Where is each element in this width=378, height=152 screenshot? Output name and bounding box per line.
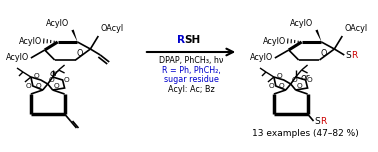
Text: O: O bbox=[279, 83, 285, 89]
Text: S: S bbox=[314, 116, 320, 126]
Text: O: O bbox=[269, 83, 275, 89]
Text: AcylO: AcylO bbox=[262, 36, 286, 45]
Text: AcylO: AcylO bbox=[6, 54, 29, 62]
Text: SH: SH bbox=[184, 35, 201, 45]
Text: O: O bbox=[54, 83, 59, 89]
Polygon shape bbox=[71, 29, 77, 42]
Text: R = Ph, PhCH₂,: R = Ph, PhCH₂, bbox=[162, 67, 221, 76]
Text: OAcyl: OAcyl bbox=[100, 24, 124, 33]
Text: AcylO: AcylO bbox=[19, 36, 42, 45]
Text: 13 examples (47–82 %): 13 examples (47–82 %) bbox=[252, 130, 359, 138]
Text: O: O bbox=[292, 77, 297, 83]
Text: Acyl: Ac; Bz: Acyl: Ac; Bz bbox=[168, 85, 215, 95]
Text: AcylO: AcylO bbox=[290, 19, 313, 28]
Polygon shape bbox=[315, 29, 321, 42]
Text: O: O bbox=[34, 73, 40, 79]
Text: AcylO: AcylO bbox=[249, 54, 273, 62]
Text: OAcyl: OAcyl bbox=[344, 24, 367, 33]
Text: O: O bbox=[76, 49, 83, 58]
Text: AcylO: AcylO bbox=[46, 19, 70, 28]
Text: or: or bbox=[50, 69, 59, 78]
Text: R: R bbox=[351, 50, 358, 59]
Text: S: S bbox=[345, 50, 351, 59]
Text: O: O bbox=[49, 77, 54, 83]
Text: O: O bbox=[297, 83, 302, 89]
Text: O: O bbox=[277, 73, 283, 79]
Text: O: O bbox=[64, 77, 69, 83]
Text: O: O bbox=[307, 77, 312, 83]
Text: R: R bbox=[177, 35, 184, 45]
Text: or: or bbox=[301, 73, 310, 81]
Text: sugar residue: sugar residue bbox=[164, 76, 219, 85]
Text: R: R bbox=[321, 116, 327, 126]
Text: O: O bbox=[36, 83, 42, 89]
Text: O: O bbox=[26, 83, 32, 89]
Text: DPAP, PhCH₃, hν: DPAP, PhCH₃, hν bbox=[160, 57, 224, 66]
Text: O: O bbox=[321, 49, 327, 58]
